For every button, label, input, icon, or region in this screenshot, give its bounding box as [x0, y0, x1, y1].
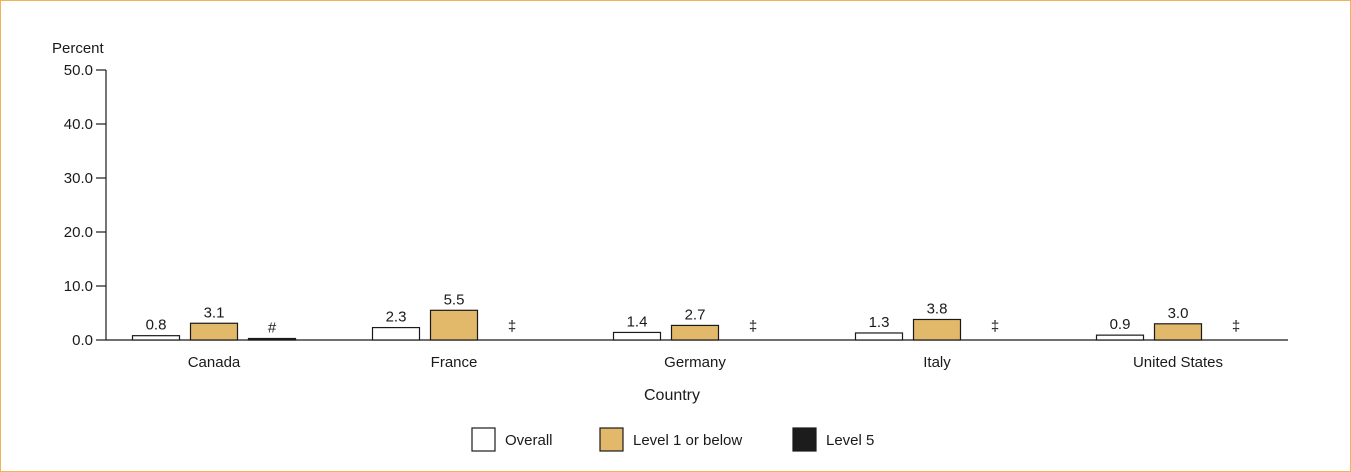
bar-overall-italy	[854, 332, 904, 341]
data-label: 3.8	[927, 300, 948, 317]
data-label: 2.7	[685, 306, 706, 323]
data-label: 3.1	[204, 304, 225, 321]
data-label: ‡	[508, 318, 516, 335]
legend-swatch	[471, 427, 496, 452]
y-tick-label: 40.0	[64, 116, 93, 133]
bar-level-1-or-below-italy	[912, 318, 962, 341]
y-tick-label: 50.0	[64, 62, 93, 79]
data-label: ‡	[749, 318, 757, 335]
data-label: ‡	[991, 318, 999, 335]
bars-group: 0.8 3.1 #2.3 5.5 ‡ 1.4 2.7 ‡ 1.3 3.8 ‡ 0.9 3.0 ‡	[131, 291, 1240, 341]
x-axis-title: Country	[644, 387, 700, 404]
legend-label: Level 1 or below	[633, 432, 742, 449]
y-tick-label: 10.0	[64, 278, 93, 295]
x-category-label: Canada	[188, 354, 241, 371]
legend: Overall Level 1 or below Level 5	[471, 427, 874, 452]
data-label: ‡	[1232, 318, 1240, 335]
legend-label: Overall	[505, 432, 553, 449]
y-axis-title: Percent	[52, 40, 105, 57]
bar-overall-united-states	[1095, 334, 1145, 341]
legend-swatch	[792, 427, 817, 452]
legend-swatch	[599, 427, 624, 452]
x-category-label: United States	[1133, 354, 1223, 371]
bar-level-1-or-below-canada	[189, 322, 239, 341]
bar-overall-germany	[612, 331, 662, 341]
y-tick-label: 0.0	[72, 332, 93, 349]
data-label: 0.8	[146, 317, 167, 334]
x-category-label: France	[431, 354, 478, 371]
data-label: 1.3	[869, 314, 890, 331]
y-tick-label: 20.0	[64, 224, 93, 241]
data-label: 3.0	[1168, 305, 1189, 322]
data-label: 1.4	[627, 313, 648, 330]
x-category-label: Germany	[664, 354, 726, 371]
bar-level-1-or-below-germany	[670, 324, 720, 341]
data-label: #	[268, 320, 277, 337]
y-ticks: 0.0 10.0 20.0 30.0 40.0 50.0	[64, 62, 106, 349]
y-tick-label: 30.0	[64, 170, 93, 187]
bar-level-1-or-below-france	[429, 309, 479, 341]
x-categories: Canada France Germany Italy United States	[188, 354, 1223, 371]
bar-overall-france	[371, 326, 421, 341]
data-label: 2.3	[386, 309, 407, 326]
bar-overall-canada	[131, 335, 181, 341]
data-label: 0.9	[1110, 316, 1131, 333]
bar-level-5-canada	[247, 337, 297, 341]
bar-level-1-or-below-united-states	[1153, 323, 1203, 341]
x-category-label: Italy	[923, 354, 951, 371]
data-label: 5.5	[444, 291, 465, 308]
legend-label: Level 5	[826, 432, 874, 449]
